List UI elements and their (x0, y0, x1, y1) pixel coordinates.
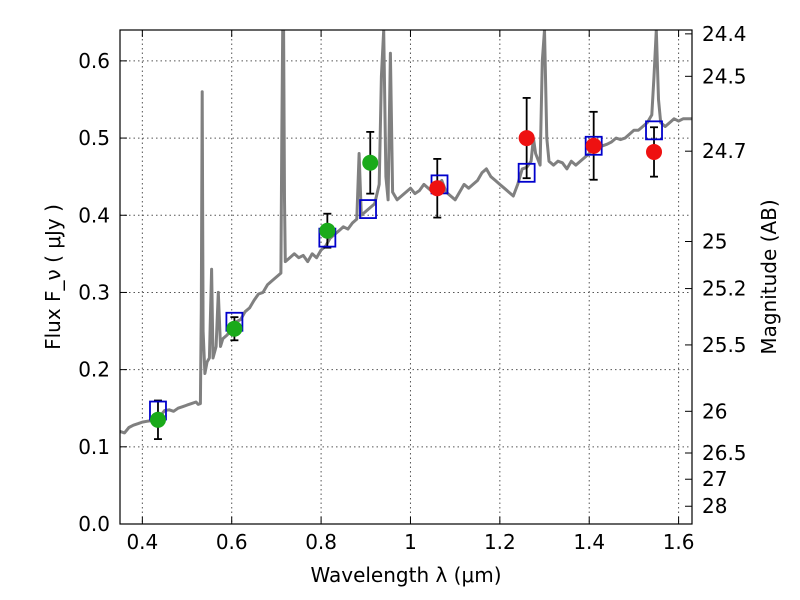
model-spectrum-line (120, 30, 692, 435)
y2-tick-label: 25.2 (702, 277, 747, 301)
grid-lines (120, 30, 692, 525)
data-point (149, 411, 166, 428)
data-point (429, 180, 446, 197)
x-tick-label: 0.4 (126, 530, 158, 554)
y-tick-label: 0.1 (78, 435, 110, 459)
y2-tick-label: 26.5 (702, 441, 747, 465)
x-tick-label: 1.4 (573, 530, 605, 554)
axis-ticks: 0.4 0.6 0.8 1 1.2 1.4 1.6 0.0 0.1 0.2 0.3 0.4 0.5 0.6… (78, 22, 746, 554)
data-point (518, 130, 535, 147)
y2-tick-label: 25 (702, 229, 727, 253)
y-tick-label: 0.4 (78, 203, 110, 227)
data-marks (149, 97, 663, 440)
y2-tick-label: 28 (702, 494, 727, 518)
data-point (646, 143, 663, 160)
y2-tick-label: 24.4 (702, 22, 747, 46)
data-point (585, 137, 602, 154)
x-tick-label: 0.8 (305, 530, 337, 554)
y2-tick-label: 24.7 (702, 139, 747, 163)
x-tick-label: 1 (404, 530, 417, 554)
y-axis-title: Flux F_ν ( μJy ) (41, 204, 65, 350)
y2-tick-label: 27 (702, 467, 727, 491)
y-tick-label: 0.3 (78, 280, 110, 304)
data-point (362, 154, 379, 171)
plot-frame (119, 29, 693, 525)
x-tick-label: 1.2 (484, 530, 516, 554)
y-tick-label: 0.0 (78, 512, 110, 536)
model-flux-square (517, 162, 536, 183)
x-axis-title: Wavelength λ (μm) (310, 563, 501, 587)
x-tick-label: 1.6 (663, 530, 695, 554)
y2-tick-label: 26 (702, 399, 727, 423)
y2-axis-title: Magnitude (AB) (757, 199, 781, 354)
x-tick-label: 0.6 (216, 530, 248, 554)
data-point (226, 320, 243, 337)
model-flux-square (359, 199, 377, 219)
y2-tick-label: 25.5 (702, 333, 747, 357)
y-tick-label: 0.5 (78, 126, 110, 150)
y-tick-label: 0.2 (78, 358, 110, 382)
data-point (319, 222, 336, 239)
y-tick-label: 0.6 (78, 49, 110, 73)
y2-tick-label: 24.5 (702, 64, 747, 88)
model-flux-square (645, 120, 663, 141)
